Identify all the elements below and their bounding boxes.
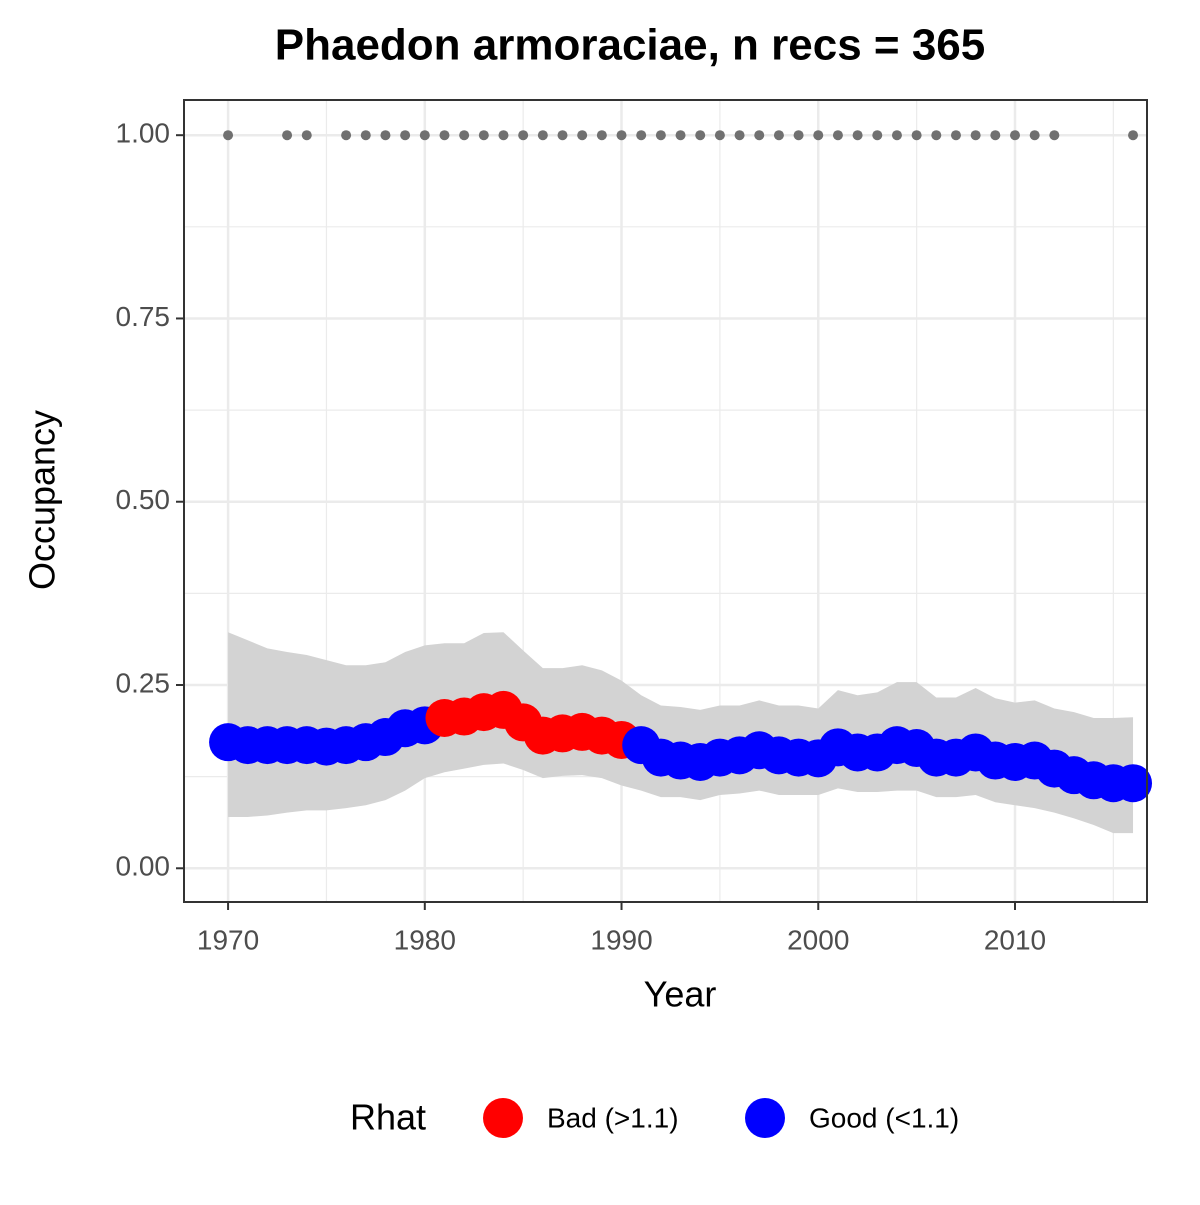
y-tick-label: 0.50 xyxy=(116,484,171,515)
record-point xyxy=(773,130,784,141)
record-point xyxy=(911,130,922,141)
record-point xyxy=(439,130,450,141)
legend-label: Good (<1.1) xyxy=(809,1102,959,1133)
y-tick-label: 1.00 xyxy=(116,118,171,149)
y-tick-label: 0.25 xyxy=(116,667,171,698)
record-point xyxy=(341,130,352,141)
record-point xyxy=(813,130,824,141)
record-point xyxy=(596,130,607,141)
record-point xyxy=(734,130,745,141)
x-tick-label: 1990 xyxy=(590,924,652,955)
legend-swatch xyxy=(483,1098,523,1138)
record-point xyxy=(380,130,391,141)
record-point xyxy=(478,130,489,141)
occupancy-point xyxy=(1114,764,1153,803)
y-axis-label: Occupancy xyxy=(22,410,63,590)
legend-title: Rhat xyxy=(350,1097,426,1138)
record-point xyxy=(970,130,981,141)
x-tick-label: 1980 xyxy=(394,924,456,955)
record-point xyxy=(419,130,430,141)
record-point xyxy=(518,130,529,141)
record-point xyxy=(1128,130,1139,141)
x-tick-label: 2010 xyxy=(984,924,1046,955)
record-point xyxy=(675,130,686,141)
record-point xyxy=(360,130,371,141)
record-point xyxy=(616,130,627,141)
record-point xyxy=(557,130,568,141)
record-point xyxy=(754,130,765,141)
record-point xyxy=(872,130,883,141)
record-point xyxy=(990,130,1001,141)
record-point xyxy=(1049,130,1060,141)
record-point xyxy=(950,130,961,141)
record-point xyxy=(655,130,666,141)
record-point xyxy=(301,130,312,141)
record-point xyxy=(223,130,234,141)
x-tick-label: 1970 xyxy=(197,924,259,955)
legend-label: Bad (>1.1) xyxy=(547,1102,679,1133)
credible-interval xyxy=(228,632,1134,834)
chart-title: Phaedon armoraciae, n recs = 365 xyxy=(275,21,986,70)
record-point xyxy=(891,130,902,141)
record-point xyxy=(1009,130,1020,141)
x-tick-label: 2000 xyxy=(787,924,849,955)
record-point xyxy=(400,130,411,141)
record-point xyxy=(577,130,588,141)
record-point xyxy=(793,130,804,141)
record-point xyxy=(537,130,548,141)
record-point xyxy=(282,130,293,141)
record-point xyxy=(714,130,725,141)
record-point xyxy=(695,130,706,141)
x-axis-label: Year xyxy=(644,974,717,1015)
record-point xyxy=(852,130,863,141)
record-point xyxy=(498,130,509,141)
record-point xyxy=(636,130,647,141)
record-point xyxy=(1029,130,1040,141)
record-point xyxy=(931,130,942,141)
legend-swatch xyxy=(745,1098,785,1138)
record-point xyxy=(832,130,843,141)
record-point xyxy=(459,130,470,141)
y-tick-label: 0.75 xyxy=(116,301,171,332)
y-tick-label: 0.00 xyxy=(116,851,171,882)
